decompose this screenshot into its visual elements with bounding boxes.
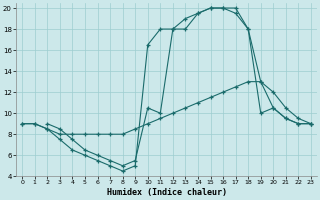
X-axis label: Humidex (Indice chaleur): Humidex (Indice chaleur): [107, 188, 227, 197]
